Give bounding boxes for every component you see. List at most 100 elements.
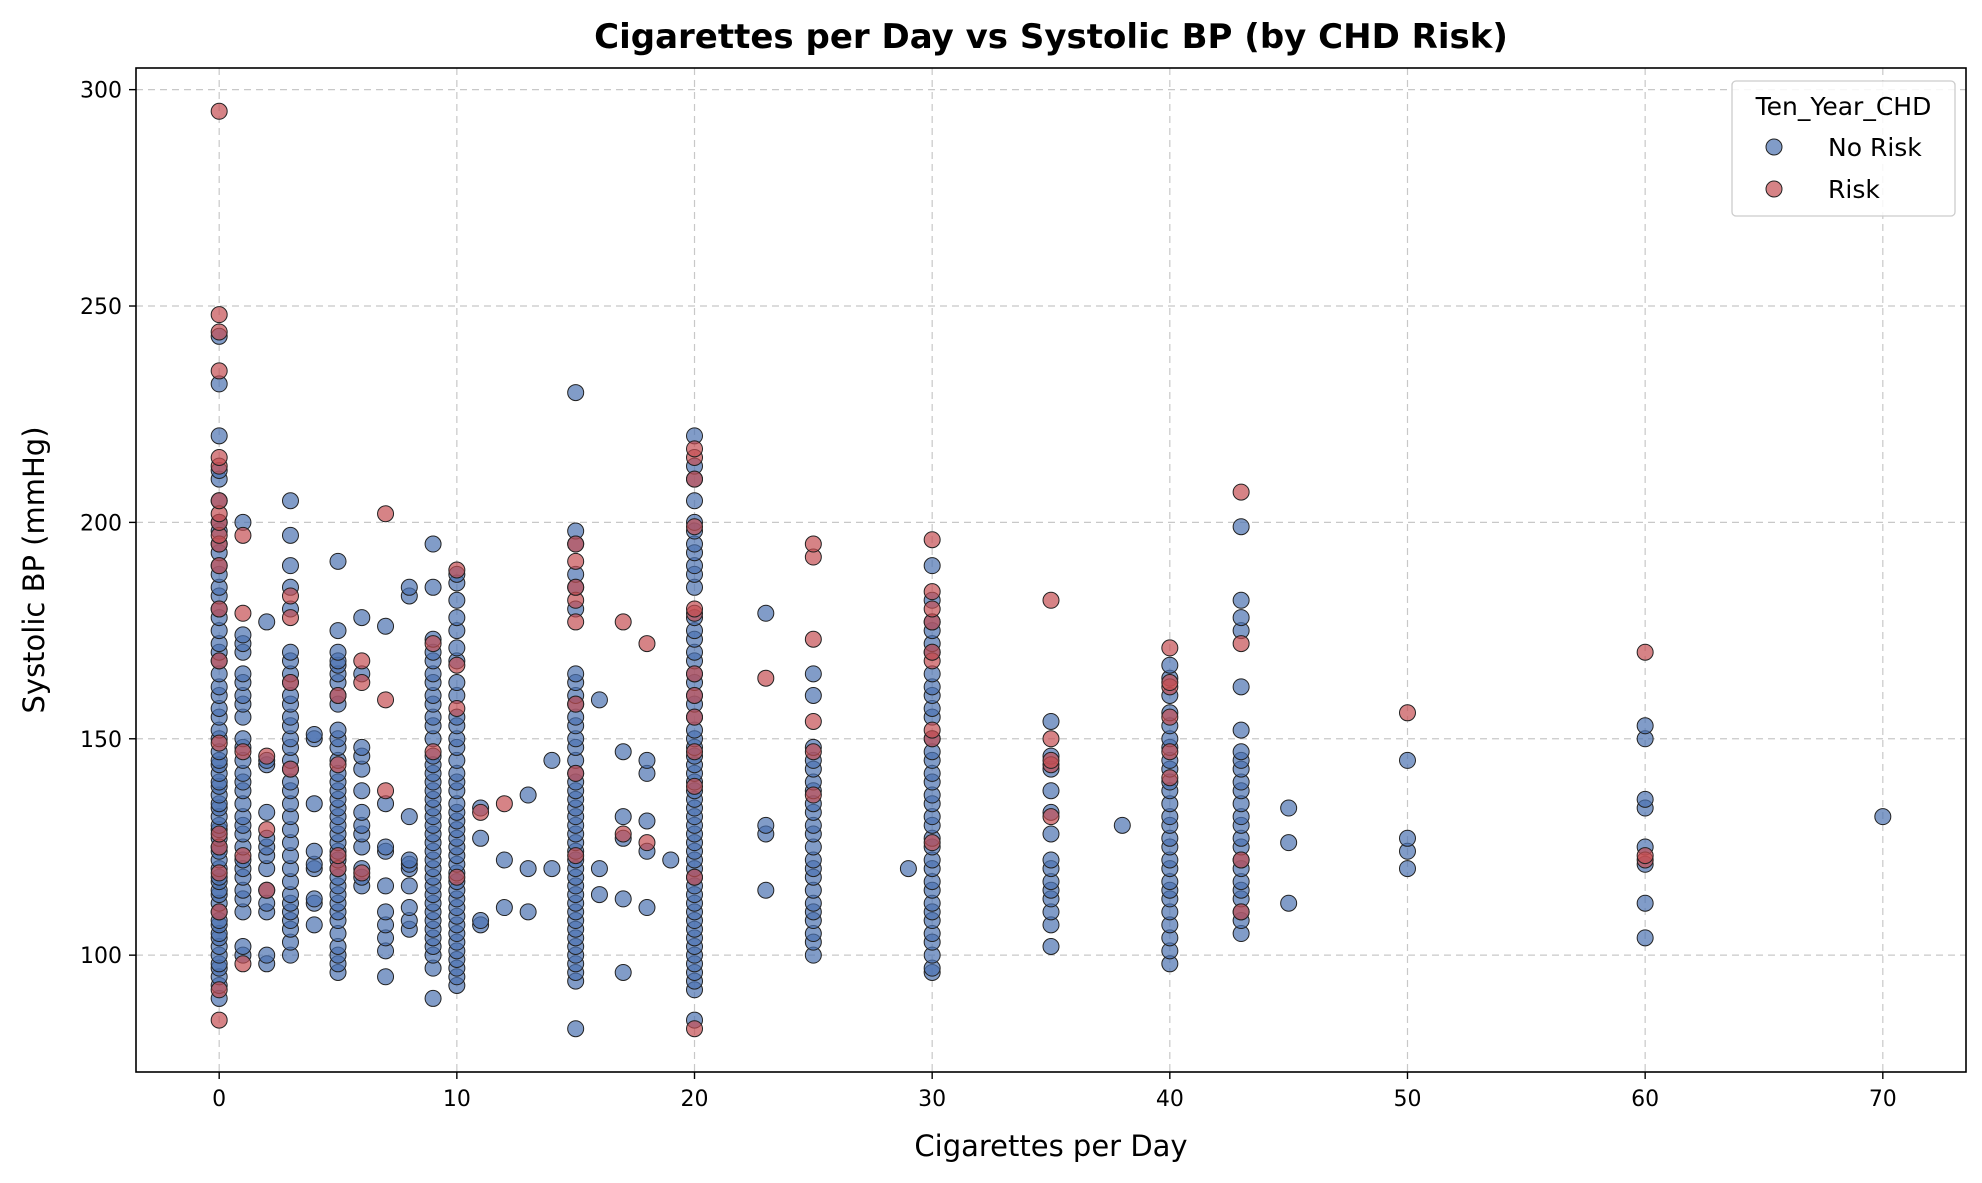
data-point [1398, 751, 1416, 769]
data-point [757, 881, 775, 899]
data-point [329, 552, 347, 570]
data-point [400, 578, 418, 596]
data-point [353, 738, 371, 756]
data-point [210, 734, 228, 752]
data-point [1232, 743, 1250, 761]
data-point [686, 518, 704, 536]
data-point [1232, 635, 1250, 653]
data-point [377, 782, 395, 800]
data-point [281, 587, 299, 605]
data-point [567, 578, 585, 596]
data-point [281, 674, 299, 692]
data-point [899, 860, 917, 878]
data-point [519, 860, 537, 878]
data-point [234, 526, 252, 544]
data-point [305, 916, 323, 934]
data-point [1636, 894, 1654, 912]
data-point [234, 955, 252, 973]
data-point [472, 912, 490, 930]
data-point [329, 847, 347, 865]
x-axis-title: Cigarettes per Day [914, 1129, 1187, 1163]
data-point [567, 1020, 585, 1038]
data-point [377, 617, 395, 635]
data-point [329, 622, 347, 640]
data-point [234, 938, 252, 955]
data-point [567, 535, 585, 553]
data-point [686, 470, 704, 488]
data-point [353, 782, 371, 800]
data-point [543, 751, 561, 769]
data-point [686, 687, 704, 704]
data-point [258, 821, 276, 839]
data-point [305, 725, 323, 743]
data-point [210, 557, 228, 575]
x-tick-label: 40 [1156, 1087, 1184, 1112]
data-point [1398, 704, 1416, 722]
data-point [567, 613, 585, 631]
data-point [1161, 769, 1179, 787]
y-tick-label: 250 [80, 295, 122, 320]
data-point [686, 777, 704, 795]
data-point [614, 808, 632, 826]
y-tick-label: 100 [80, 944, 122, 969]
x-tick-label: 30 [918, 1087, 946, 1112]
data-point [377, 838, 395, 856]
y-tick-label: 150 [80, 728, 122, 753]
data-point [210, 600, 228, 618]
legend-title: Ten_Year_CHD [1755, 92, 1932, 121]
data-point [448, 674, 466, 692]
data-point [448, 639, 466, 657]
data-point [757, 816, 775, 834]
data-point [662, 851, 680, 869]
data-point [1042, 782, 1060, 800]
legend-box [1731, 80, 1956, 217]
data-point [686, 708, 704, 726]
x-tick-label: 20 [681, 1087, 709, 1112]
data-point [448, 656, 466, 674]
data-point [210, 652, 228, 670]
data-point [329, 756, 347, 774]
plot-frame [135, 67, 1967, 1073]
data-point [377, 877, 395, 895]
data-point [638, 635, 656, 653]
data-point [424, 635, 442, 653]
data-point [638, 751, 656, 769]
x-tick-label: 60 [1631, 1087, 1659, 1112]
data-point [258, 946, 276, 964]
data-point [400, 877, 418, 895]
data-point [495, 795, 513, 813]
data-point [258, 613, 276, 631]
data-point [424, 535, 442, 553]
data-point [234, 604, 252, 622]
data-point [234, 626, 252, 644]
y-axis-title: Systolic BP (mmHg) [17, 426, 51, 713]
data-point [1280, 834, 1298, 852]
data-point [448, 699, 466, 717]
data-points [210, 102, 1892, 1038]
data-point [923, 557, 941, 575]
data-point [519, 786, 537, 804]
data-point [614, 743, 632, 761]
data-point [1636, 929, 1654, 947]
data-point [1232, 609, 1250, 627]
data-point [923, 721, 941, 739]
x-tick-label: 70 [1869, 1087, 1897, 1112]
data-point [567, 384, 585, 402]
data-point [305, 795, 323, 813]
data-point [210, 362, 228, 380]
data-point [638, 812, 656, 830]
x-tick-label: 50 [1393, 1087, 1421, 1112]
data-point [210, 492, 228, 510]
data-point [614, 963, 632, 981]
data-point [234, 665, 252, 683]
data-point [590, 860, 608, 878]
data-point [1636, 790, 1654, 808]
data-point [614, 613, 632, 631]
data-point [400, 851, 418, 869]
data-point [353, 652, 371, 670]
data-point [472, 803, 490, 821]
data-point [804, 687, 822, 704]
data-point [1232, 591, 1250, 609]
data-point [1636, 717, 1654, 735]
